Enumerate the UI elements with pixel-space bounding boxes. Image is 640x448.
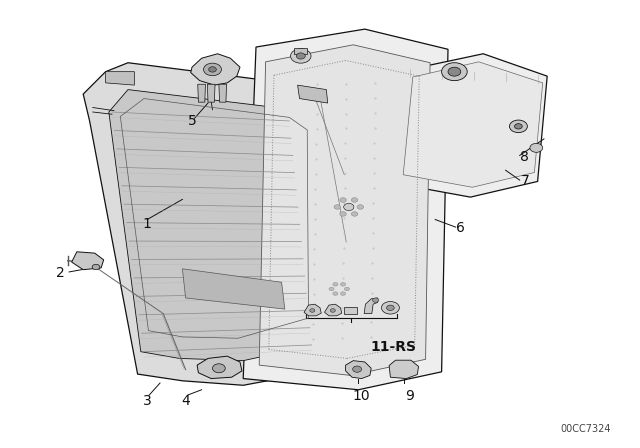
Circle shape (387, 305, 394, 310)
Circle shape (351, 198, 358, 202)
Text: 00CC7324: 00CC7324 (561, 424, 611, 434)
Polygon shape (106, 72, 134, 85)
Polygon shape (389, 360, 419, 379)
Polygon shape (72, 252, 104, 270)
Polygon shape (191, 54, 240, 85)
Polygon shape (83, 63, 352, 385)
Text: 6: 6 (456, 221, 465, 236)
Text: 1: 1 (143, 217, 152, 231)
Circle shape (333, 292, 338, 295)
Polygon shape (294, 48, 307, 54)
Polygon shape (403, 62, 543, 187)
Polygon shape (109, 90, 317, 361)
Text: 2: 2 (56, 266, 65, 280)
Polygon shape (219, 84, 227, 102)
Circle shape (329, 287, 334, 291)
Text: 8: 8 (520, 150, 529, 164)
Text: 10: 10 (353, 389, 371, 404)
Circle shape (530, 143, 543, 152)
Polygon shape (344, 307, 357, 314)
Circle shape (344, 203, 354, 211)
Polygon shape (364, 298, 378, 314)
Polygon shape (324, 304, 342, 316)
Polygon shape (243, 29, 448, 390)
Circle shape (92, 264, 100, 270)
Circle shape (509, 120, 527, 133)
Polygon shape (259, 45, 430, 375)
Circle shape (381, 302, 399, 314)
Circle shape (212, 364, 225, 373)
Circle shape (351, 212, 358, 216)
Polygon shape (298, 85, 328, 103)
Polygon shape (198, 84, 205, 102)
Circle shape (330, 309, 335, 312)
Circle shape (340, 283, 346, 286)
Polygon shape (397, 54, 547, 197)
Circle shape (357, 205, 364, 209)
Circle shape (353, 366, 362, 372)
Circle shape (333, 283, 338, 286)
Circle shape (296, 53, 305, 59)
Circle shape (340, 198, 346, 202)
Circle shape (442, 63, 467, 81)
Circle shape (515, 124, 522, 129)
Text: 4: 4 (181, 394, 190, 408)
Circle shape (372, 298, 379, 302)
Circle shape (291, 49, 311, 63)
Circle shape (340, 212, 346, 216)
Text: 3: 3 (143, 394, 152, 408)
Text: 5: 5 (188, 114, 196, 128)
Polygon shape (182, 269, 285, 309)
Circle shape (344, 287, 349, 291)
Polygon shape (346, 361, 371, 379)
Circle shape (204, 63, 221, 76)
Text: 7: 7 (520, 174, 529, 189)
Circle shape (310, 309, 315, 312)
Circle shape (448, 67, 461, 76)
Text: 9: 9 (405, 389, 414, 404)
Circle shape (334, 205, 340, 209)
Polygon shape (197, 356, 242, 379)
Circle shape (340, 292, 346, 295)
Polygon shape (207, 84, 215, 102)
Polygon shape (304, 304, 321, 316)
Circle shape (209, 67, 216, 72)
Text: 11-RS: 11-RS (371, 340, 417, 354)
